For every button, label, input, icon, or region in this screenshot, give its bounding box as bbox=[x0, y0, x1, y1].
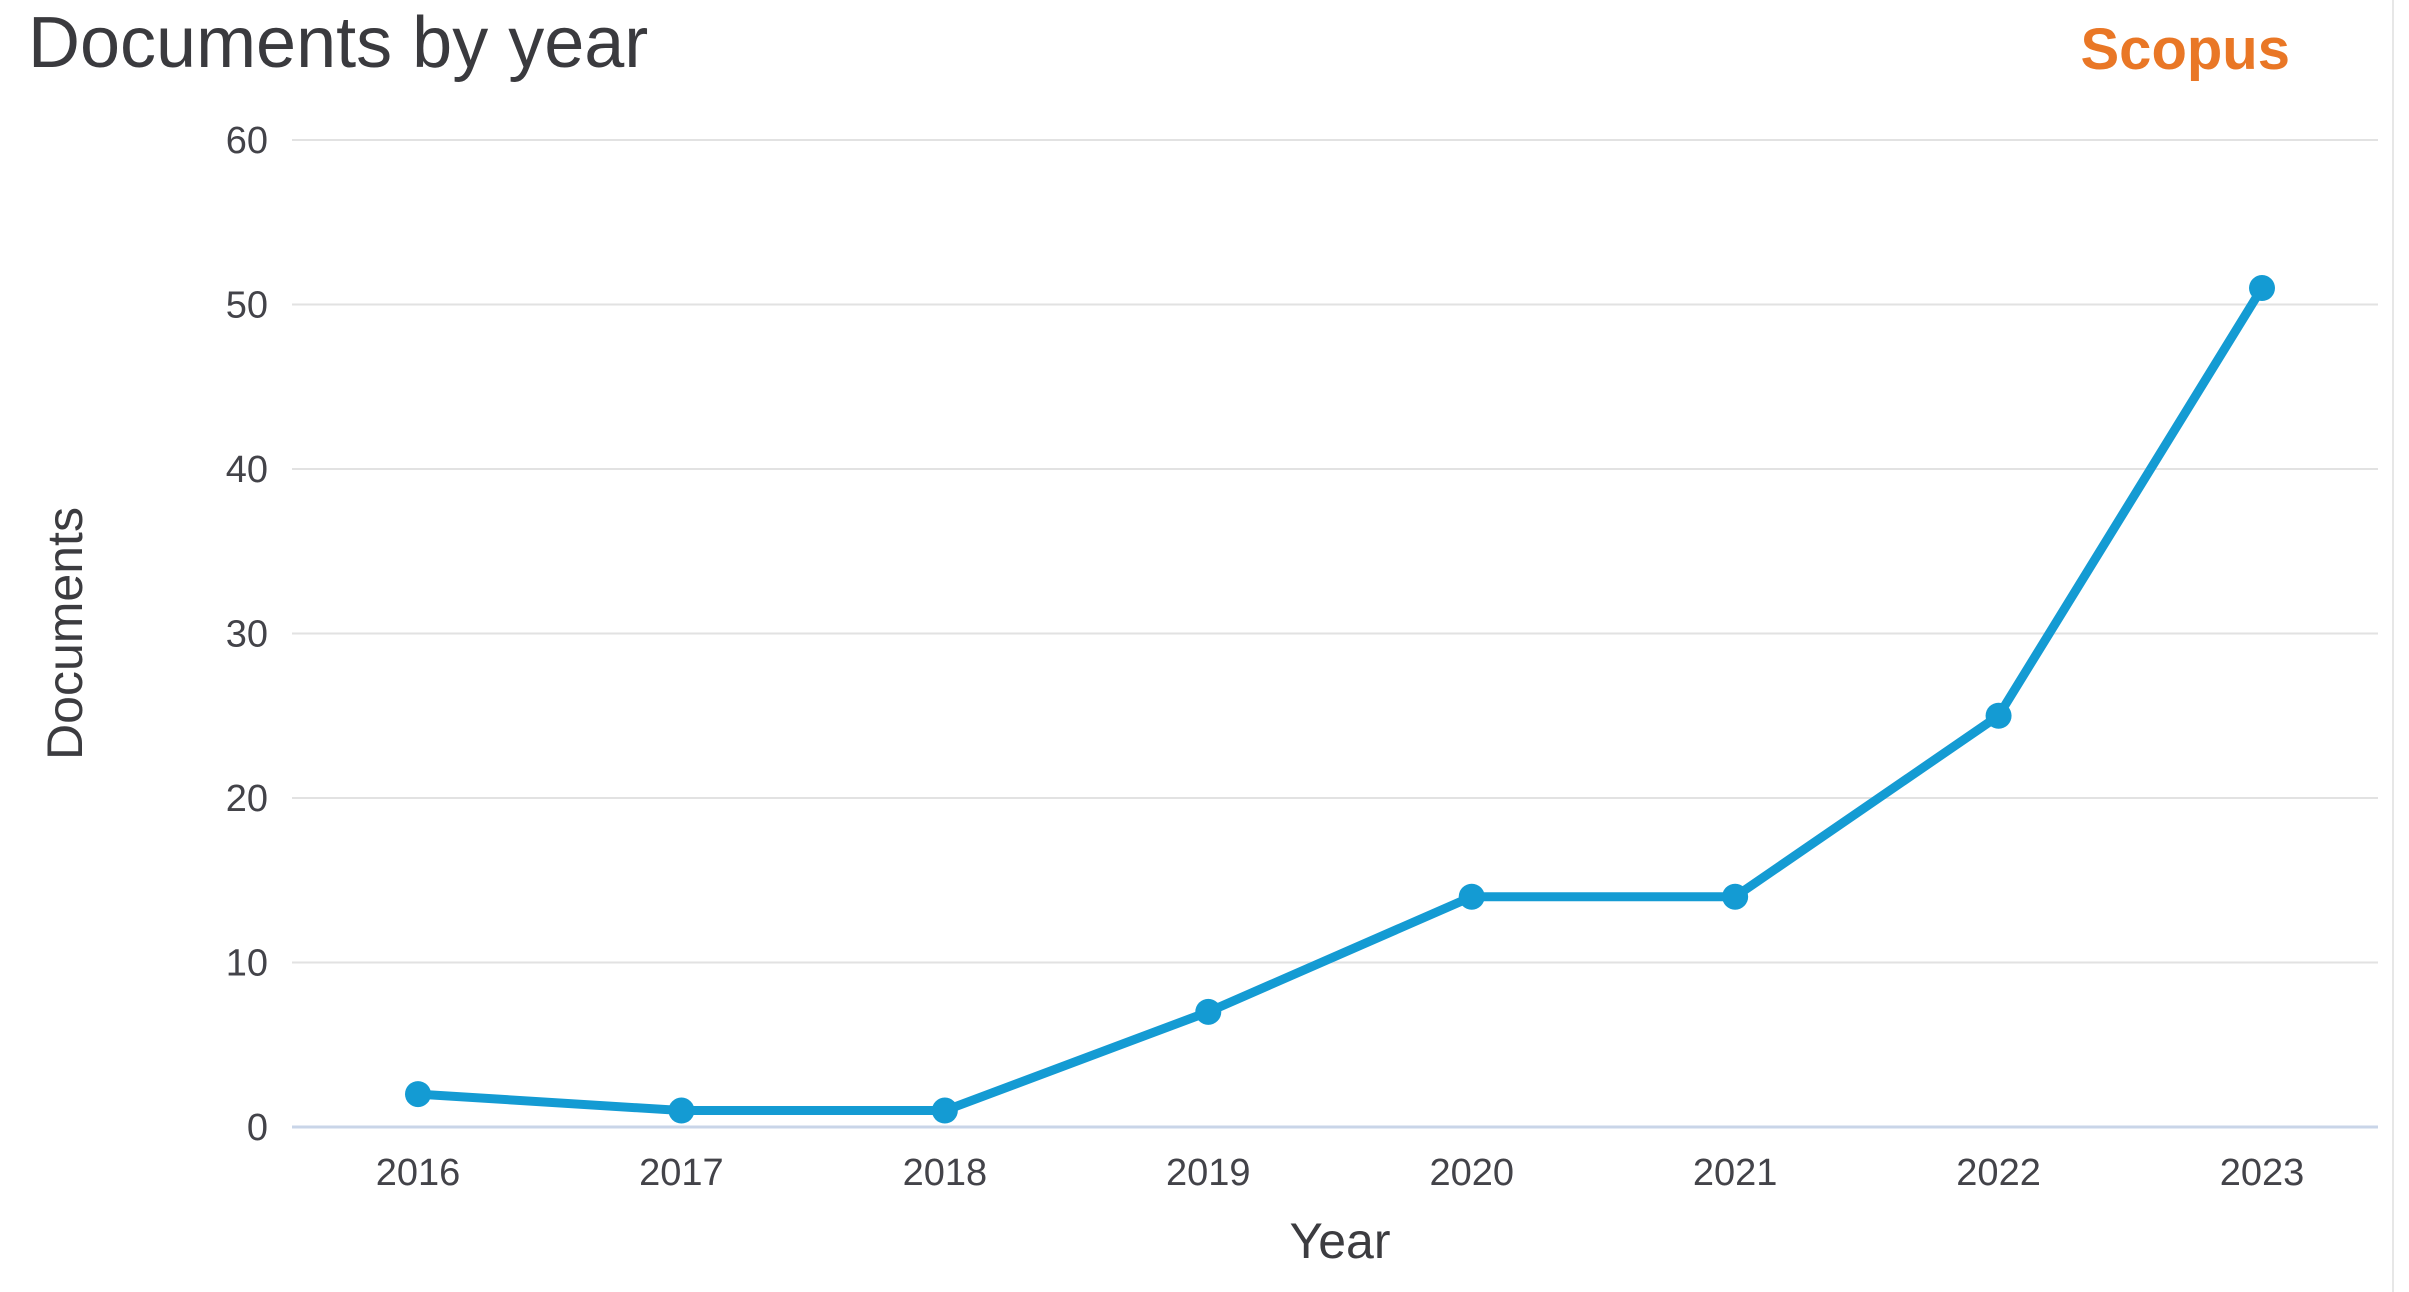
x-tick-label: 2021 bbox=[1693, 1152, 1778, 1194]
data-point-marker[interactable] bbox=[1195, 998, 1222, 1025]
x-tick-label: 2020 bbox=[1429, 1152, 1514, 1194]
x-tick-label: 2017 bbox=[639, 1152, 724, 1194]
x-tick-label: 2023 bbox=[2220, 1152, 2305, 1194]
y-tick-label: 10 bbox=[226, 943, 268, 985]
series-line bbox=[413, 283, 2267, 1116]
y-tick-label: 0 bbox=[247, 1107, 268, 1149]
data-point-marker[interactable] bbox=[668, 1097, 695, 1124]
chart-title: Documents by year bbox=[28, 3, 649, 83]
y-axis-title: Documents bbox=[37, 507, 93, 760]
x-tick-label: 2022 bbox=[1956, 1152, 2041, 1194]
y-tick-label: 60 bbox=[226, 120, 268, 162]
data-point-marker[interactable] bbox=[405, 1081, 431, 1108]
y-tick-label: 30 bbox=[226, 614, 268, 656]
x-tick-label: 2016 bbox=[376, 1152, 461, 1194]
scopus-logo: Scopus bbox=[2080, 17, 2291, 82]
y-tick-label: 50 bbox=[226, 285, 268, 327]
data-point-marker[interactable] bbox=[2249, 275, 2275, 302]
y-tick-label: 40 bbox=[226, 449, 268, 491]
right-edge-divider bbox=[2392, 0, 2394, 1292]
x-axis-title: Year bbox=[1289, 1213, 1390, 1269]
data-point-marker[interactable] bbox=[931, 1097, 958, 1124]
data-point-marker[interactable] bbox=[1722, 883, 1749, 910]
data-point-marker[interactable] bbox=[1458, 883, 1485, 910]
data-point-marker[interactable] bbox=[1985, 702, 2012, 729]
x-tick-label: 2019 bbox=[1166, 1152, 1251, 1194]
y-tick-label: 20 bbox=[226, 778, 268, 820]
x-tick-label: 2018 bbox=[903, 1152, 988, 1194]
